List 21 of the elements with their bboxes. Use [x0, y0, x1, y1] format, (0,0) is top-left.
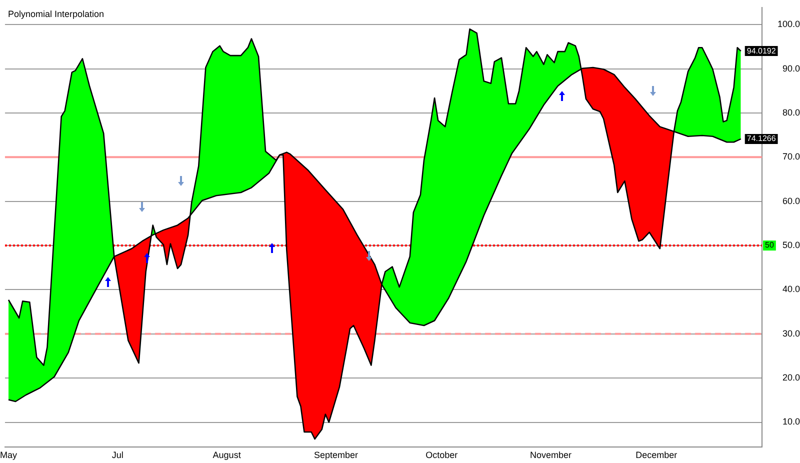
- y-tick-label: 20.0: [782, 372, 800, 383]
- data-label: 74.1266: [746, 134, 776, 144]
- x-tick-label: August: [212, 450, 242, 460]
- x-tick-label: December: [636, 450, 678, 460]
- x-tick-label: May: [0, 450, 18, 460]
- y-tick-label: 40.0: [782, 284, 800, 294]
- x-tick-label: September: [314, 450, 358, 460]
- y-tick-label: 60.0: [782, 196, 800, 206]
- y-tick-label: 90.0: [782, 63, 800, 74]
- y-tick-label: 30.0: [782, 328, 800, 338]
- ref-line-label: 50: [765, 240, 774, 250]
- x-tick-label: October: [426, 450, 458, 460]
- chart-title: Polynomial Interpolation: [8, 8, 104, 19]
- y-tick-label: 80.0: [782, 107, 800, 118]
- x-tick-label: November: [530, 450, 572, 460]
- y-tick-label: 70.0: [782, 152, 800, 162]
- y-tick-label: 100.0: [777, 19, 800, 30]
- x-tick-label: Jul: [112, 450, 124, 460]
- y-tick-label: 50.0: [782, 240, 800, 250]
- data-label: 94.0192: [746, 46, 776, 56]
- y-tick-label: 10.0: [782, 416, 800, 427]
